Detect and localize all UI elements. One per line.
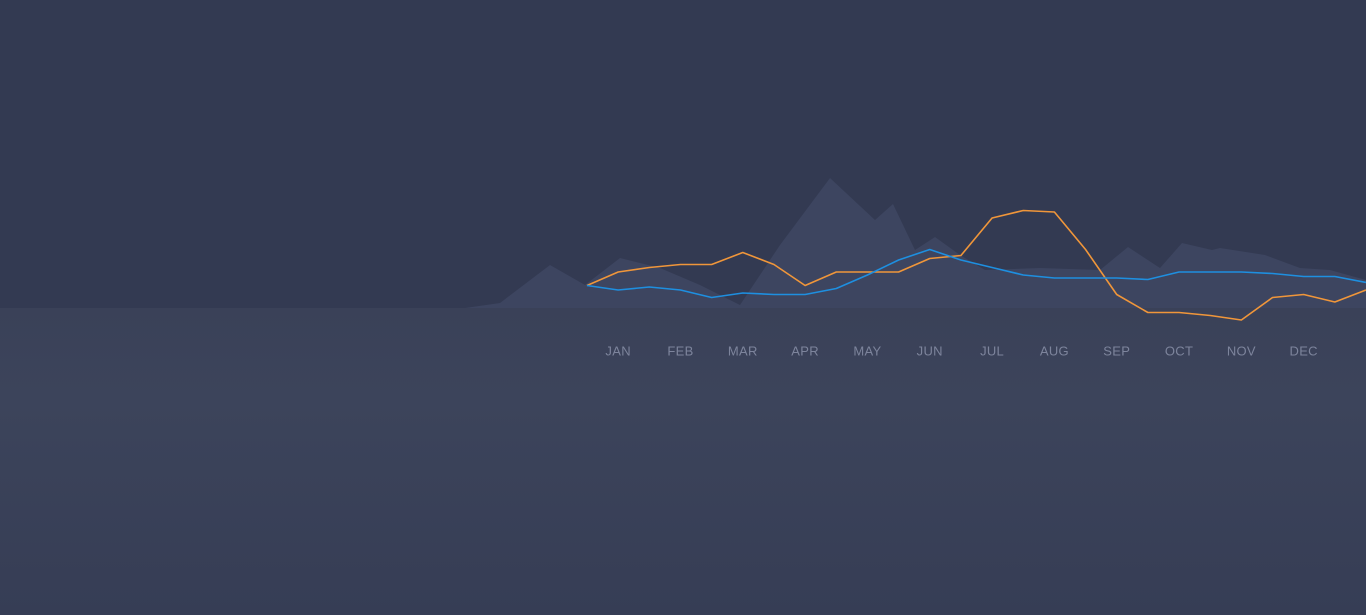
x-tick-label: AUG — [1040, 343, 1069, 358]
x-tick-label: MAR — [728, 343, 758, 358]
plot: JAN FEB MAR APR MAY JUN JUL AUG SEP OCT NOV DEC — [586, 209, 1366, 358]
background-area — [465, 178, 1366, 308]
background-top — [0, 0, 1366, 308]
x-tick-label: FEB — [667, 343, 693, 358]
x-tick-label: NOV — [1227, 343, 1256, 358]
series-line — [586, 248, 1366, 299]
x-tick-label: JAN — [605, 343, 630, 358]
series-line — [586, 209, 1366, 321]
x-tick-label: OCT — [1165, 343, 1193, 358]
x-tick-label: DEC — [1290, 343, 1318, 358]
x-tick-label: JUN — [917, 343, 943, 358]
x-tick-label: SEP — [1103, 343, 1130, 358]
background-bottom — [0, 308, 1366, 615]
x-tick-label: MAY — [853, 343, 881, 358]
x-tick-label: APR — [791, 343, 819, 358]
x-tick-label: JUL — [980, 343, 1004, 358]
